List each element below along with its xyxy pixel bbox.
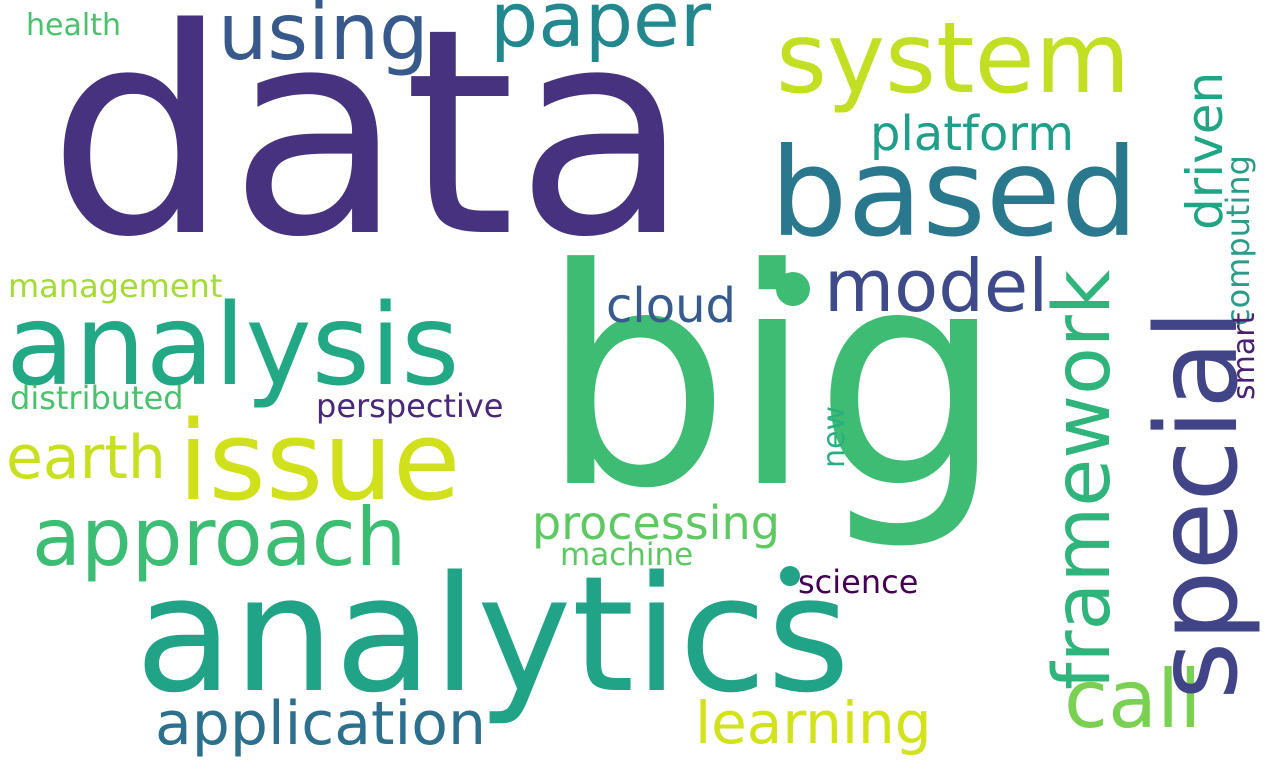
word-big: big xyxy=(540,205,1005,554)
dot-mark xyxy=(776,272,810,306)
word-management: management xyxy=(8,267,223,305)
word-new: new xyxy=(817,405,852,468)
word-model: model xyxy=(824,244,1049,328)
word-data: data xyxy=(48,0,690,300)
word-earth: earth xyxy=(6,423,166,493)
word-smart: smart xyxy=(1227,312,1262,400)
word-application: application xyxy=(155,689,486,759)
word-perspective: perspective xyxy=(316,387,504,425)
word-distributed: distributed xyxy=(10,379,184,417)
word-system: system xyxy=(776,2,1131,116)
word-framework: framework xyxy=(1038,269,1128,690)
word-call: call xyxy=(1064,653,1202,746)
word-cloud-term: cloud xyxy=(606,278,736,334)
word-health: health xyxy=(26,8,121,43)
word-analytics: analytics xyxy=(135,541,851,728)
word-based: based xyxy=(770,122,1139,264)
word-approach: approach xyxy=(32,491,407,584)
word-paper: paper xyxy=(490,0,712,64)
word-using: using xyxy=(218,0,429,78)
word-issue: issue xyxy=(178,397,461,525)
word-science: science xyxy=(798,563,919,601)
dot-mark xyxy=(780,566,800,586)
word-platform: platform xyxy=(870,106,1074,162)
word-analysis: analysis xyxy=(6,281,460,411)
word-machine: machine xyxy=(560,537,694,573)
word-processing: processing xyxy=(532,496,780,550)
word-learning: learning xyxy=(695,689,932,757)
word-computing: computing xyxy=(1219,155,1257,326)
